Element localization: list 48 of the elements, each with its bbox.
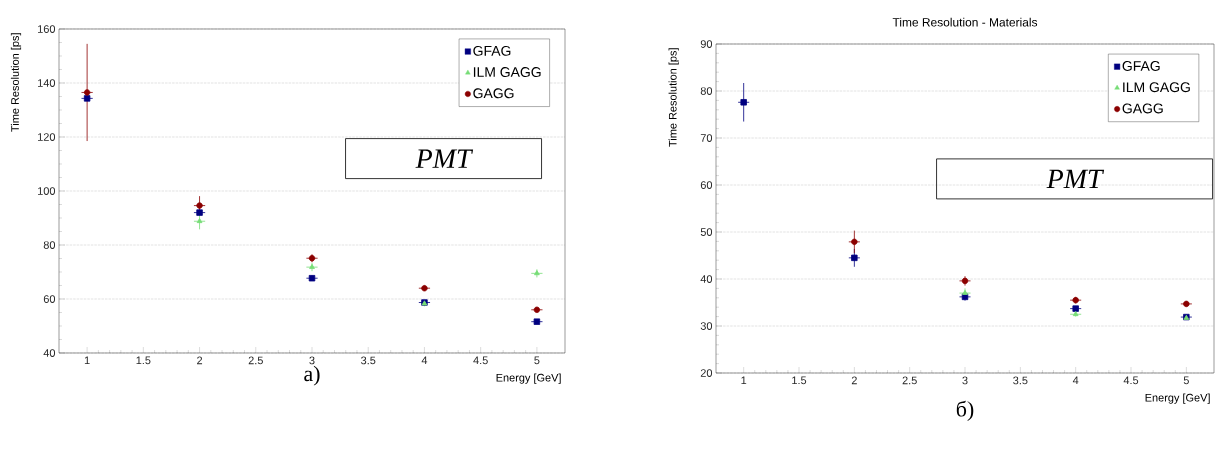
x-tick-label: 4.5 (1123, 376, 1139, 385)
x-tick-label: 4.5 (473, 356, 488, 365)
x-tick-label: 3.5 (1013, 376, 1028, 385)
x-axis-title: Energy [GeV] (1145, 393, 1210, 404)
x-tick-label: 2.5 (902, 376, 917, 385)
x-tick-label: 3.5 (361, 356, 376, 365)
legend-label: ILM GAGG (1123, 82, 1190, 93)
x-tick-label: 1 (741, 376, 747, 385)
text: а) (304, 365, 320, 386)
x-tick-label: 4 (421, 356, 428, 365)
x-axis-title: Energy [GeV] (496, 373, 561, 384)
legend-label: ILM GAGG (473, 67, 541, 78)
x-tick-label: 4 (1072, 376, 1079, 385)
y-tick-label: 80 (700, 87, 713, 95)
x-tick-label: 1 (84, 356, 90, 365)
y-tick-label: 50 (700, 228, 713, 236)
y-tick-label: 100 (38, 187, 56, 195)
y-tick-label: 160 (38, 25, 56, 33)
legend-label: GAGG (473, 88, 514, 99)
y-tick-label: 120 (38, 133, 56, 141)
legend-label: GAGG (1122, 103, 1163, 114)
x-tick-label: 1.5 (792, 376, 807, 385)
y-tick-label: 70 (700, 134, 713, 142)
text: б) (956, 400, 974, 422)
y-tick-label: 60 (43, 295, 56, 303)
legend-label: GFAG (1122, 61, 1160, 71)
y-tick-label: 140 (38, 79, 56, 87)
y-tick-label: 40 (700, 275, 713, 283)
x-tick-label: 5 (534, 356, 540, 365)
y-tick-label: 80 (43, 241, 56, 249)
x-tick-label: 2 (851, 376, 857, 385)
x-tick-label: 1.5 (136, 356, 151, 365)
y-tick-label: 30 (700, 322, 713, 330)
legend-label: GFAG (473, 45, 511, 56)
x-tick-label: 2 (197, 356, 203, 365)
x-tick-label: 5 (1183, 376, 1189, 385)
y-tick-label: 60 (700, 181, 713, 189)
y-tick-label: 90 (700, 40, 713, 48)
annotation: PMT (415, 149, 474, 168)
y-tick-label: 40 (43, 349, 56, 357)
x-tick-label: 3 (309, 356, 315, 365)
y-axis-title: Time Resolution [ps] (10, 33, 22, 132)
y-tick-label: 20 (700, 369, 713, 377)
x-tick-label: 3 (962, 376, 968, 385)
y-axis-title: Time Resolution [ps] (668, 48, 679, 147)
chart-title: Time Resolution - Materials (892, 17, 1038, 27)
x-tick-label: 2.5 (248, 356, 263, 365)
annotation: PMT (1046, 169, 1105, 189)
